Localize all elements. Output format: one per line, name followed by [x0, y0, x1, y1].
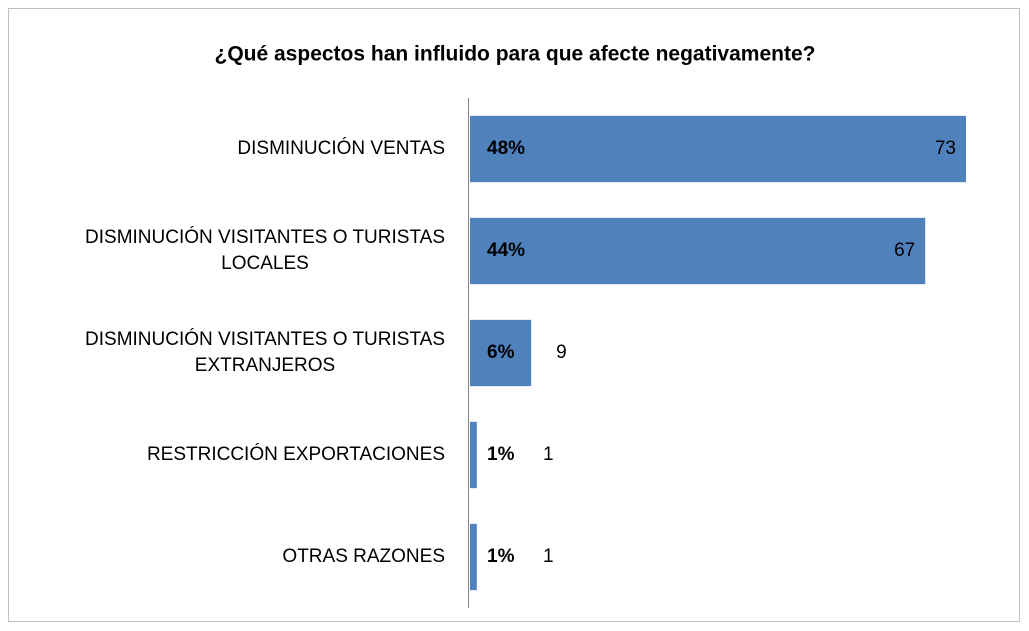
value-label: 67 — [894, 240, 915, 261]
category-label: DISMINUCIÓN VISITANTES O TURISTAS EXTRANJ… — [85, 328, 445, 376]
share-label: 6% — [487, 342, 515, 363]
share-label: 48% — [487, 138, 525, 159]
bar — [470, 115, 966, 183]
chart-title: ¿Qué aspectos han influido para que afec… — [215, 43, 816, 66]
category-label: DISMINUCIÓN VENTAS — [237, 137, 445, 159]
category-label: RESTRICCIÓN EXPORTACIONES — [147, 443, 445, 465]
chart-frame — [8, 8, 1020, 622]
value-label: 1 — [543, 444, 554, 465]
value-label: 9 — [556, 342, 567, 363]
share-label: 1% — [487, 444, 515, 465]
category-label: OTRAS RAZONES — [282, 546, 445, 567]
share-label: 1% — [487, 546, 515, 567]
bar — [470, 319, 532, 387]
value-label: 1 — [543, 546, 554, 567]
bar — [470, 421, 477, 489]
bar — [470, 523, 477, 591]
share-label: 44% — [487, 240, 525, 261]
bar — [470, 217, 926, 285]
value-label: 73 — [935, 138, 956, 159]
category-label: DISMINUCIÓN VISITANTES O TURISTAS LOCALES — [85, 226, 445, 274]
